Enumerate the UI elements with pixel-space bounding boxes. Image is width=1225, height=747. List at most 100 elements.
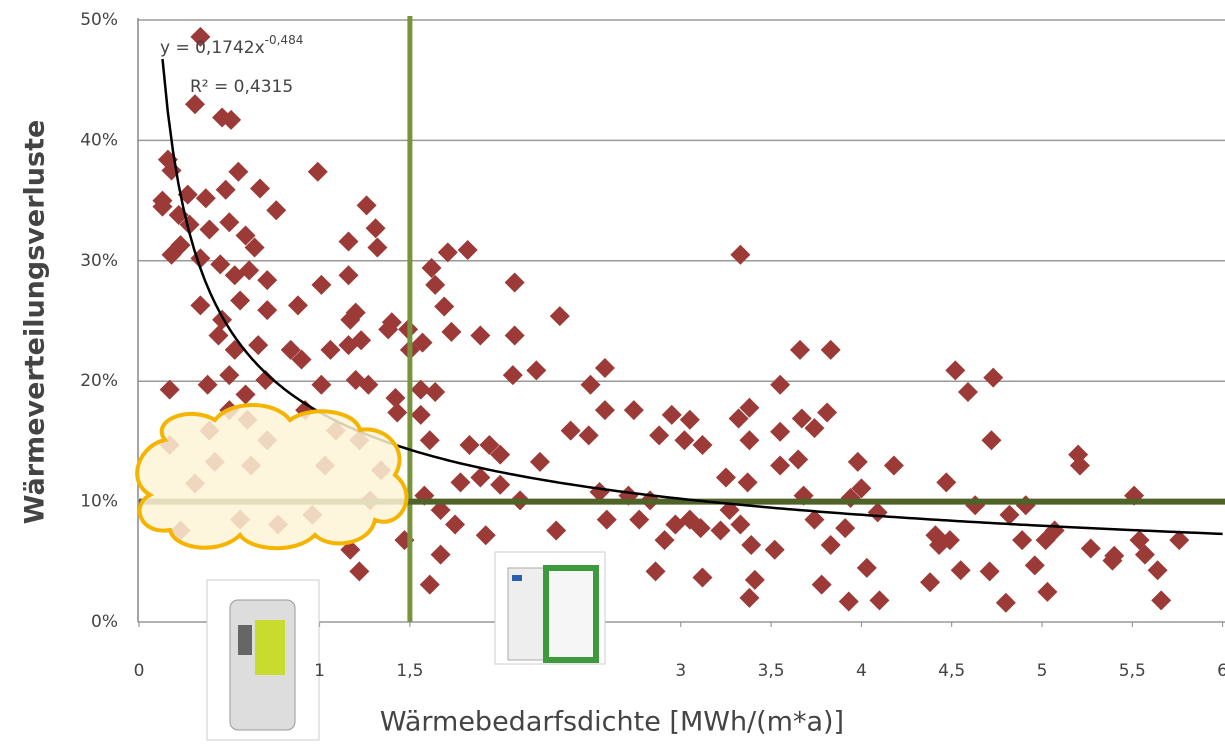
point: [505, 272, 525, 292]
point: [981, 430, 1001, 450]
point: [230, 291, 250, 311]
point: [208, 325, 228, 345]
product-image: [495, 552, 605, 664]
point: [770, 455, 790, 475]
y-tick-label: 30%: [80, 251, 118, 271]
point: [739, 588, 759, 608]
product-image: [207, 580, 319, 740]
y-tick-label: 0%: [91, 612, 118, 632]
point: [367, 238, 387, 258]
point: [420, 575, 440, 595]
point: [1148, 560, 1168, 580]
point: [790, 340, 810, 360]
point: [445, 514, 465, 534]
x-tick-label: 5: [1037, 661, 1048, 681]
point: [765, 540, 785, 560]
point: [450, 472, 470, 492]
highlight-cloud: [137, 405, 406, 548]
point: [458, 240, 478, 260]
point: [848, 452, 868, 472]
chart: 0%10%20%30%40%50%011,533,544,555,56 y = …: [0, 0, 1225, 747]
point: [920, 572, 940, 592]
x-axis-title: Wärmebedarfsdichte [MWh/(m*a)]: [380, 707, 844, 738]
point: [546, 520, 566, 540]
point: [821, 535, 841, 555]
point: [228, 162, 248, 182]
point: [662, 405, 682, 425]
point: [996, 593, 1016, 613]
point: [225, 340, 245, 360]
point: [839, 592, 859, 612]
point: [198, 375, 218, 395]
point: [349, 561, 369, 581]
point: [716, 468, 736, 488]
x-tick-label: 1,5: [396, 661, 423, 681]
point: [366, 218, 386, 238]
trend-r2: R² = 0,4315: [190, 77, 293, 97]
point: [655, 530, 675, 550]
point: [216, 180, 236, 200]
equation-exponent: -0,484: [265, 33, 304, 47]
point: [965, 495, 985, 515]
point: [821, 340, 841, 360]
x-tick-label: 3: [675, 661, 686, 681]
point: [739, 430, 759, 450]
point: [945, 360, 965, 380]
point: [526, 360, 546, 380]
point: [311, 275, 331, 295]
point: [257, 270, 277, 290]
point: [980, 561, 1000, 581]
point: [624, 400, 644, 420]
point: [745, 570, 765, 590]
point: [190, 295, 210, 315]
point: [983, 368, 1003, 388]
point: [674, 430, 694, 450]
y-tick-label: 40%: [80, 130, 118, 150]
point: [561, 421, 581, 441]
point: [441, 322, 461, 342]
point: [459, 435, 479, 455]
point: [199, 219, 219, 239]
point: [835, 518, 855, 538]
point: [581, 375, 601, 395]
y-tick-label: 50%: [80, 10, 118, 30]
point: [425, 382, 445, 402]
point: [868, 502, 888, 522]
point: [857, 558, 877, 578]
equation-text: y = 0,1742x: [160, 38, 265, 58]
point: [649, 425, 669, 445]
point: [579, 425, 599, 445]
point: [1016, 495, 1036, 515]
point: [692, 435, 712, 455]
y-tick-label: 10%: [80, 492, 118, 512]
point: [425, 275, 445, 295]
x-tick-label: 1: [314, 661, 325, 681]
x-tick-label: 0: [134, 661, 145, 681]
point: [266, 200, 286, 220]
x-tick-label: 5,5: [1119, 661, 1146, 681]
y-tick-label: 20%: [80, 371, 118, 391]
point: [1081, 539, 1101, 559]
point: [1151, 590, 1171, 610]
point: [1037, 582, 1057, 602]
point: [434, 297, 454, 317]
point: [288, 295, 308, 315]
point: [550, 306, 570, 326]
point: [741, 535, 761, 555]
point: [869, 590, 889, 610]
point: [692, 567, 712, 587]
point: [236, 384, 256, 404]
point: [250, 179, 270, 199]
point: [788, 449, 808, 469]
x-tick-label: 4,5: [938, 661, 965, 681]
point: [420, 430, 440, 450]
point: [884, 455, 904, 475]
point: [219, 212, 239, 232]
point: [951, 560, 971, 580]
point: [730, 245, 750, 265]
point: [817, 403, 837, 423]
y-axis-title: Wärmeverteilungsverluste: [20, 120, 51, 525]
x-tick-label: 4: [856, 661, 867, 681]
point: [770, 422, 790, 442]
point: [338, 265, 358, 285]
